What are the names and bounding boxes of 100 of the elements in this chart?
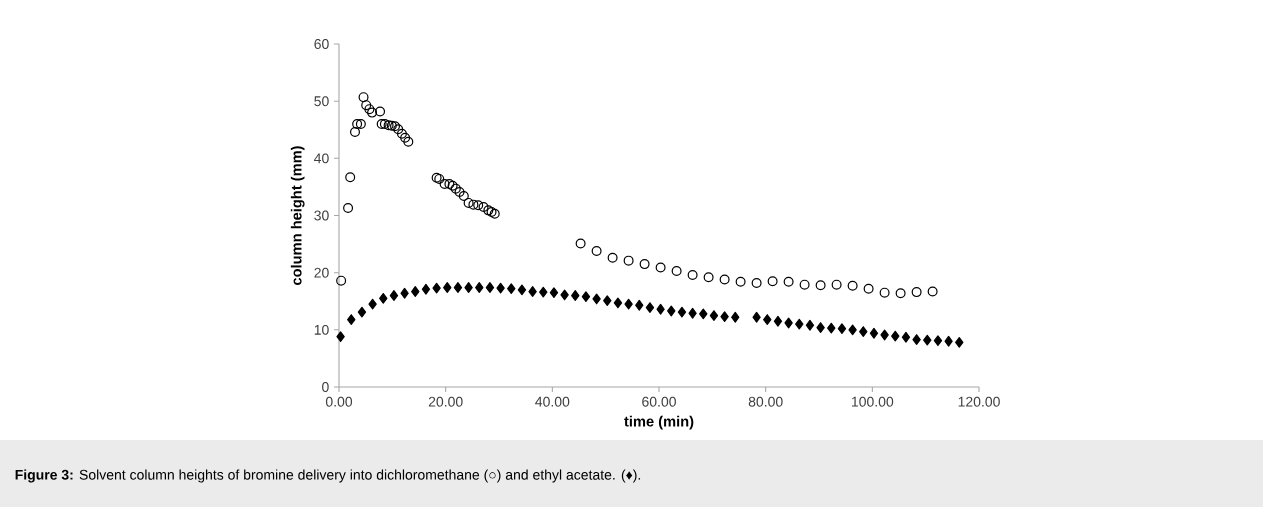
point (799, 279, 810, 290)
point (607, 252, 618, 263)
point (848, 324, 857, 336)
point (880, 329, 889, 341)
y-axis-title: column height (mm) (290, 146, 305, 286)
point (454, 187, 465, 198)
point (528, 286, 537, 297)
point (507, 283, 516, 295)
point (464, 282, 473, 293)
point (671, 265, 682, 276)
point (475, 282, 484, 293)
point (549, 287, 559, 299)
x-tick-label: 60.00 (642, 396, 676, 407)
point (767, 276, 778, 287)
y-tick-label: 10 (314, 324, 329, 335)
point (411, 286, 420, 297)
point (784, 317, 793, 329)
point (699, 308, 708, 320)
point (624, 298, 633, 310)
point (403, 136, 414, 147)
point (396, 128, 407, 139)
point (667, 305, 676, 317)
point (911, 287, 922, 298)
point (603, 295, 612, 307)
point (539, 286, 548, 298)
point (735, 276, 746, 287)
point (575, 238, 586, 249)
point (655, 262, 666, 273)
y-tick-label: 50 (314, 96, 329, 107)
point (347, 314, 356, 325)
point (463, 197, 474, 208)
point (719, 274, 730, 285)
point (432, 282, 441, 294)
point (635, 299, 644, 311)
y-tick-label: 30 (314, 210, 329, 221)
point (613, 297, 623, 309)
y-tick-label: 60 (314, 39, 329, 49)
point (752, 311, 761, 323)
y-tick-label: 40 (314, 153, 329, 164)
point (478, 201, 489, 212)
point (443, 282, 452, 293)
x-tick-label: 80.00 (748, 396, 783, 407)
point (923, 334, 932, 346)
point (805, 319, 815, 331)
point (368, 298, 377, 310)
point (571, 290, 580, 301)
point (879, 287, 890, 298)
point (591, 245, 602, 256)
point (592, 293, 601, 305)
point (439, 179, 450, 190)
point (379, 292, 388, 304)
point (891, 330, 900, 342)
point (901, 331, 911, 343)
point (400, 287, 409, 299)
point (389, 290, 399, 301)
point (859, 326, 868, 337)
point (361, 100, 372, 111)
point (358, 92, 369, 103)
point (560, 289, 569, 301)
point (421, 283, 431, 295)
x-tick-label: 20.00 (428, 396, 463, 407)
x-tick-label: 100.00 (852, 396, 894, 407)
y-tick-label: 0 (322, 382, 329, 392)
point (345, 172, 356, 183)
point (847, 280, 858, 291)
point (623, 255, 634, 266)
point (895, 288, 906, 299)
point (795, 318, 804, 330)
point (350, 127, 361, 138)
point (831, 279, 842, 290)
point (687, 269, 698, 280)
point (677, 306, 687, 318)
point (468, 199, 479, 210)
point (390, 121, 400, 132)
point (400, 132, 411, 143)
point (837, 323, 847, 335)
point (944, 335, 953, 347)
x-axis-title: time (min) (624, 415, 694, 430)
point (485, 282, 495, 293)
point (869, 327, 879, 339)
point (731, 311, 740, 323)
point (357, 306, 367, 318)
point (343, 203, 354, 214)
point (581, 291, 591, 303)
x-tick-label: 0.00 (325, 396, 353, 407)
point (645, 302, 655, 313)
x-tick-label: 120.00 (958, 396, 1000, 407)
point (763, 314, 772, 325)
point (375, 106, 386, 117)
point (933, 335, 943, 347)
point (751, 277, 762, 288)
point (453, 282, 463, 293)
point (863, 283, 874, 294)
point (815, 280, 826, 291)
point (496, 282, 505, 294)
point (720, 311, 729, 323)
point (473, 200, 484, 211)
point (458, 191, 469, 202)
point (709, 310, 719, 321)
point (703, 272, 714, 283)
